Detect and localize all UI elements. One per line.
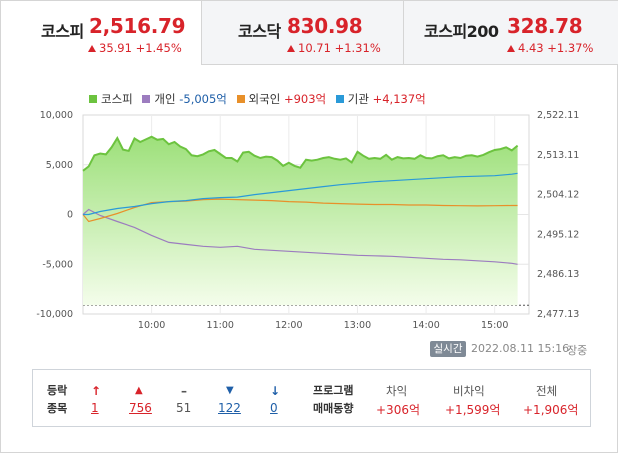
chart-lines xyxy=(82,135,519,265)
tab-kosdaq-value: 830.98 xyxy=(287,14,363,38)
total-value: +1,906억 xyxy=(523,403,579,417)
market-status: 장중 xyxy=(567,344,588,357)
legend-foreign[interactable]: 외국인 +903억 xyxy=(236,91,326,107)
x-tick-label: 12:00 xyxy=(275,320,302,331)
non-arbitrage-value: +1,599억 xyxy=(445,403,501,417)
up-triangle-icon xyxy=(507,45,515,52)
legend-kospi[interactable]: 코스피 xyxy=(89,91,133,107)
x-tick-label: 10:00 xyxy=(138,320,165,331)
non-arbitrage-head: 비차익 xyxy=(453,384,485,398)
institution-line xyxy=(83,172,518,216)
tab-kospi200-value: 328.78 xyxy=(507,14,583,38)
kospi-area xyxy=(83,136,518,306)
y-left-tick-label: -10,000 xyxy=(36,309,73,320)
legend-square-icon xyxy=(236,95,245,103)
falling-count-link[interactable]: 122 xyxy=(218,401,241,415)
limit-up-count-link[interactable]: 1 xyxy=(91,401,99,415)
y-right-tick-label: 2,495.12 xyxy=(537,229,579,240)
down-triangle-icon: ▼ xyxy=(226,385,234,396)
limit-down-count-link[interactable]: 0 xyxy=(270,401,278,415)
x-tick-label: 15:00 xyxy=(481,320,508,331)
tab-kospi[interactable]: 코스피 2,516.79 35.91 +1.45% xyxy=(1,1,202,65)
x-tick-label: 14:00 xyxy=(412,320,439,331)
y-left-tick-label: 0 xyxy=(67,210,73,221)
legend-square-icon xyxy=(142,95,151,103)
tab-kospi-name: 코스피 xyxy=(41,22,84,41)
x-axis: 10:00 11:00 12:00 13:00 14:00 15:00 xyxy=(138,320,508,331)
up-triangle-icon xyxy=(287,45,295,52)
arbitrage-head: 차익 xyxy=(386,384,408,398)
legend-individual[interactable]: 개인 -5,005억 xyxy=(142,91,227,107)
y-left-axis: 10,000 5,000 0 -5,000 -10,000 xyxy=(36,110,73,320)
total-head: 전체 xyxy=(536,384,558,398)
x-tick-label: 13:00 xyxy=(344,320,371,331)
program-label-1: 프로그램 xyxy=(313,384,354,397)
kospi-area-fill xyxy=(83,136,518,306)
tab-kospi200-change: 4.43 +1.37% xyxy=(507,41,593,55)
limit-up-arrow-icon: ↑ xyxy=(91,384,102,398)
unchanged-count: 51 xyxy=(176,401,192,415)
tab-kospi200[interactable]: 코스피200 328.78 4.43 +1.37% xyxy=(404,1,618,65)
chart-legend: 코스피 개인 -5,005억 외국인 +903억 기관 +4,137억 xyxy=(89,91,432,107)
y-right-tick-label: 2,504.12 xyxy=(537,190,579,201)
tab-kospi-change: 35.91 +1.45% xyxy=(88,41,182,55)
program-label-2: 매매동향 xyxy=(313,402,354,415)
y-left-tick-label: -5,000 xyxy=(42,259,73,270)
intraday-chart: 10,000 5,000 0 -5,000 -10,000 2,522.11 2,513.… xyxy=(36,110,579,331)
up-triangle-icon: ▲ xyxy=(135,385,143,396)
legend-square-icon xyxy=(335,95,344,103)
tab-kospi-value: 2,516.79 xyxy=(89,14,186,38)
market-breadth-panel: 등락 종목 ↑ 1 ▲ 756 – 51 ▼ 122 ↓ 0 프로그램 매매동향… xyxy=(32,369,591,427)
limit-down-arrow-icon: ↓ xyxy=(270,384,281,398)
up-triangle-icon xyxy=(88,45,96,52)
y-right-tick-label: 2,513.11 xyxy=(537,150,579,161)
unchanged-dash-icon: – xyxy=(181,384,187,398)
arbitrage-value: +306억 xyxy=(376,403,420,417)
realtime-badge[interactable]: 실시간 xyxy=(430,341,466,357)
breadth-label-1: 등락 xyxy=(47,384,68,397)
y-left-tick-label: 5,000 xyxy=(46,160,73,171)
y-right-tick-label: 2,486.13 xyxy=(537,269,579,280)
realtime-timestamp: 2022.08.11 15:16 xyxy=(471,342,570,355)
x-tick-label: 11:00 xyxy=(207,320,234,331)
legend-square-icon xyxy=(89,95,97,103)
kospi-line xyxy=(82,135,519,172)
individual-line xyxy=(82,208,518,265)
rising-count-link[interactable]: 756 xyxy=(129,401,152,415)
breadth-label-2: 종목 xyxy=(47,402,68,415)
tab-kosdaq-name: 코스닥 xyxy=(238,22,281,41)
y-right-tick-label: 2,477.13 xyxy=(537,309,579,320)
tab-kospi200-name: 코스피200 xyxy=(424,22,499,41)
y-right-axis: 2,522.11 2,513.11 2,504.12 2,495.12 2,486.13… xyxy=(537,110,579,320)
y-right-tick-label: 2,522.11 xyxy=(537,110,579,121)
index-tabs: 코스피 2,516.79 35.91 +1.45% 코스닥 830.98 10.… xyxy=(1,1,618,65)
y-left-tick-label: 10,000 xyxy=(40,110,73,121)
tab-kosdaq-change: 10.71 +1.31% xyxy=(287,41,381,55)
legend-institution[interactable]: 기관 +4,137억 xyxy=(335,91,426,107)
tab-kosdaq[interactable]: 코스닥 830.98 10.71 +1.31% xyxy=(202,1,404,65)
